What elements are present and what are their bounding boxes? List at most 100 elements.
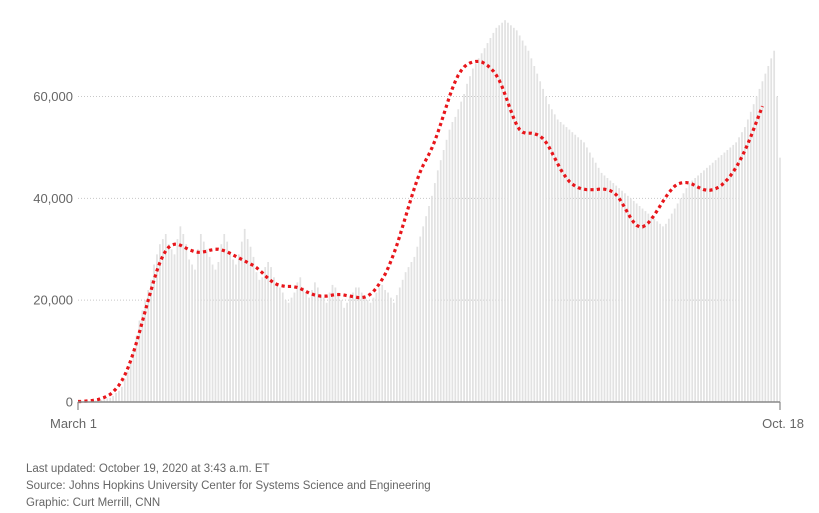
daily-cases-bar bbox=[577, 137, 580, 403]
daily-cases-bar bbox=[246, 239, 249, 402]
daily-cases-bar bbox=[600, 172, 603, 402]
daily-cases-bar bbox=[662, 226, 664, 402]
daily-cases-bar bbox=[615, 185, 618, 402]
daily-cases-bar bbox=[431, 195, 433, 402]
daily-cases-bar bbox=[574, 134, 577, 402]
daily-cases-bar bbox=[334, 287, 337, 402]
daily-cases-bar bbox=[550, 109, 553, 402]
daily-cases-bar bbox=[319, 295, 322, 402]
daily-cases-bar bbox=[545, 96, 547, 402]
daily-cases-bar bbox=[527, 50, 530, 403]
daily-cases-bar bbox=[521, 40, 524, 402]
footer-credit: Graphic: Curt Merrill, CNN bbox=[26, 497, 161, 509]
daily-cases-bar bbox=[173, 254, 176, 402]
daily-cases-bar bbox=[688, 183, 691, 402]
daily-cases-bar bbox=[445, 139, 448, 402]
daily-cases-bar bbox=[153, 264, 155, 402]
daily-cases-bar bbox=[586, 147, 588, 402]
daily-cases-bar bbox=[240, 241, 243, 402]
daily-cases-bar bbox=[489, 38, 492, 402]
daily-cases-bar bbox=[624, 193, 626, 402]
daily-cases-bar bbox=[325, 302, 328, 402]
daily-cases-bar bbox=[182, 234, 185, 402]
daily-cases-bar bbox=[597, 167, 600, 402]
daily-cases-bar bbox=[144, 300, 147, 402]
daily-cases-bar bbox=[328, 292, 331, 402]
daily-cases-bar bbox=[167, 244, 170, 402]
daily-cases-bar bbox=[255, 272, 258, 402]
daily-cases-bar bbox=[694, 178, 697, 402]
daily-cases-bar bbox=[191, 264, 193, 402]
daily-cases-bar bbox=[237, 254, 240, 402]
daily-cases-bar bbox=[679, 198, 682, 402]
daily-cases-bar bbox=[703, 170, 705, 402]
daily-cases-bar bbox=[135, 335, 138, 402]
daily-cases-bar bbox=[665, 223, 667, 402]
daily-cases-bar bbox=[515, 30, 518, 402]
daily-cases-bar bbox=[717, 157, 720, 402]
daily-cases-bar bbox=[741, 132, 743, 402]
daily-cases-bar bbox=[539, 81, 542, 402]
daily-cases-bar bbox=[477, 58, 480, 402]
daily-cases-bar bbox=[170, 249, 173, 402]
daily-cases-bar bbox=[498, 25, 501, 402]
daily-cases-bar bbox=[773, 50, 776, 403]
seven-day-average-line bbox=[78, 59, 764, 404]
daily-cases-bar bbox=[375, 292, 378, 402]
daily-cases-bar bbox=[667, 218, 670, 402]
daily-cases-bar bbox=[463, 94, 465, 402]
daily-cases-bar bbox=[723, 152, 726, 402]
daily-cases-bar bbox=[501, 22, 504, 403]
daily-cases-bar bbox=[346, 302, 348, 402]
daily-cases-bar bbox=[188, 259, 191, 402]
daily-cases-bar bbox=[559, 122, 562, 402]
daily-cases-bar bbox=[401, 279, 404, 402]
daily-cases-bar bbox=[471, 68, 474, 402]
daily-cases-bar bbox=[120, 386, 123, 402]
daily-cases-bar bbox=[495, 27, 498, 403]
daily-cases-bar bbox=[594, 162, 597, 402]
daily-cases-bar bbox=[492, 32, 495, 403]
daily-cases-bar bbox=[229, 251, 231, 402]
daily-cases-bar bbox=[536, 73, 539, 403]
daily-cases-bar bbox=[393, 302, 395, 402]
daily-cases-bar bbox=[243, 228, 246, 402]
daily-cases-bar bbox=[273, 277, 275, 402]
y-tick-label: 40,000 bbox=[33, 191, 73, 206]
daily-cases-bar bbox=[705, 167, 708, 402]
daily-cases-bar bbox=[504, 20, 506, 402]
daily-cases-bar bbox=[507, 22, 509, 403]
daily-cases-bar bbox=[331, 284, 334, 402]
daily-cases-bar bbox=[261, 277, 264, 402]
daily-cases-bar bbox=[337, 292, 340, 402]
daily-cases-bar bbox=[214, 269, 217, 402]
y-axis-ticks: 0 20,000 40,000 60,000 bbox=[33, 89, 73, 409]
daily-cases-bar bbox=[349, 297, 351, 402]
daily-cases-bar bbox=[770, 58, 773, 402]
daily-cases-bar bbox=[138, 320, 141, 402]
daily-cases-bar bbox=[290, 297, 293, 402]
daily-cases-bar bbox=[395, 295, 398, 402]
daily-cases-bar bbox=[252, 256, 255, 402]
daily-cases-bar bbox=[281, 292, 284, 402]
daily-cases-bar bbox=[746, 119, 749, 403]
daily-cases-bar bbox=[726, 150, 729, 402]
daily-cases-bar bbox=[697, 175, 699, 402]
daily-cases-bar bbox=[316, 287, 319, 402]
daily-cases-bar bbox=[606, 178, 609, 402]
daily-cases-bar bbox=[638, 206, 641, 402]
daily-cases-bar bbox=[466, 83, 468, 403]
daily-cases-bar bbox=[197, 249, 199, 402]
daily-cases-bar bbox=[235, 264, 237, 402]
daily-cases-bar bbox=[179, 226, 182, 402]
daily-cases-bar bbox=[627, 195, 629, 402]
daily-cases-bar bbox=[109, 397, 112, 402]
daily-cases-bar bbox=[439, 160, 442, 402]
daily-cases-bar bbox=[343, 307, 346, 402]
daily-cases-bar bbox=[480, 53, 483, 402]
daily-cases-bar bbox=[226, 241, 229, 402]
daily-cases-bar bbox=[308, 297, 310, 402]
daily-cases-bar bbox=[556, 119, 559, 403]
daily-cases-bar bbox=[249, 246, 252, 402]
footer-updated: Last updated: October 19, 2020 at 3:43 a… bbox=[26, 463, 270, 475]
